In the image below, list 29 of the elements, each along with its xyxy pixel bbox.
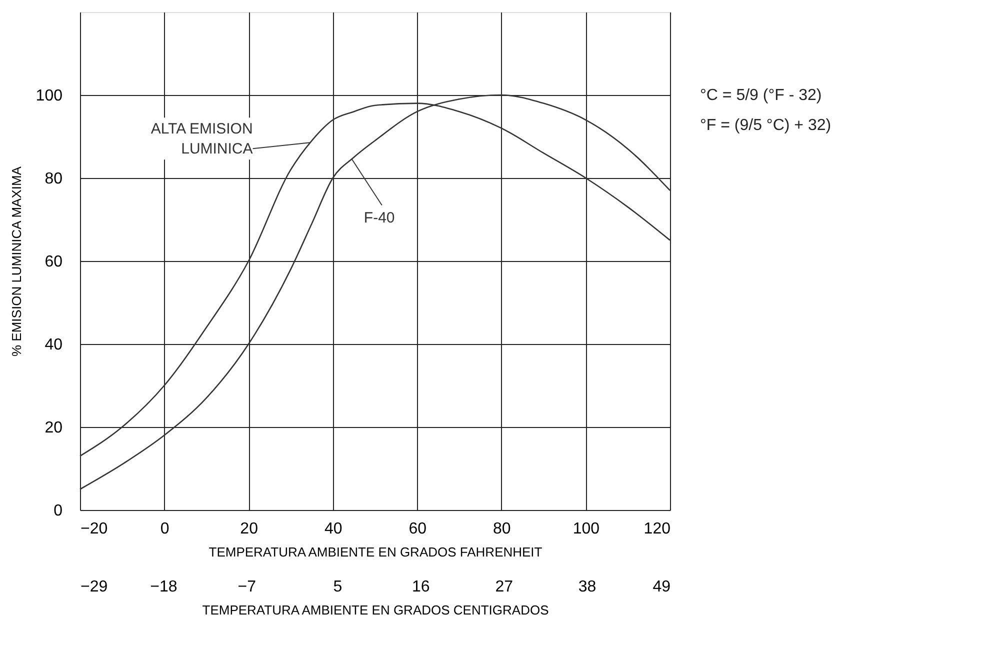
text: F-40 — [364, 209, 395, 226]
y-tick-label: 0 — [54, 502, 63, 520]
x2-axis-title: TEMPERATURA AMBIENTE EN GRADOS CENTIGRADOS — [202, 602, 550, 618]
x2-tick-label: −18 — [150, 578, 178, 596]
x-tick-label: 60 — [408, 520, 427, 538]
y-tick-label: 60 — [44, 254, 63, 270]
y-tick-label: 80 — [44, 170, 63, 188]
y-tick-label: 100 — [36, 88, 63, 104]
y-tick-label: 40 — [44, 336, 63, 354]
y-tick-label: 20 — [44, 420, 63, 436]
text: °C = 5/9 (°F - 32) — [700, 87, 822, 104]
x2-tick-label: 16 — [412, 578, 430, 596]
x-tick-label: 80 — [493, 520, 511, 538]
x2-tick-label: 5 — [333, 578, 342, 596]
x-tick-label: 120 — [644, 520, 671, 538]
text: °F = (9/5 °C) + 32) — [700, 117, 832, 134]
x2-tick-label: 49 — [652, 578, 671, 596]
x-tick-label: 40 — [324, 520, 342, 538]
x-tick-label: 100 — [572, 520, 600, 538]
x-tick-label: 20 — [240, 520, 258, 538]
y-axis-title: % EMISION LUMINICA MAXIMA — [8, 166, 24, 356]
x-tick-label: 0 — [160, 520, 170, 538]
x2-tick-label: 27 — [495, 578, 514, 596]
x-axis-title: TEMPERATURA AMBIENTE EN GRADOS FAHRENHEIT — [208, 544, 542, 560]
x2-tick-label: −29 — [80, 578, 108, 596]
legend-label: ALTA EMISION LUMINICA — [150, 120, 253, 158]
x-tick-label: −20 — [80, 520, 108, 538]
x2-tick-label: 38 — [578, 578, 596, 596]
x2-tick-label: −7 — [238, 578, 256, 596]
